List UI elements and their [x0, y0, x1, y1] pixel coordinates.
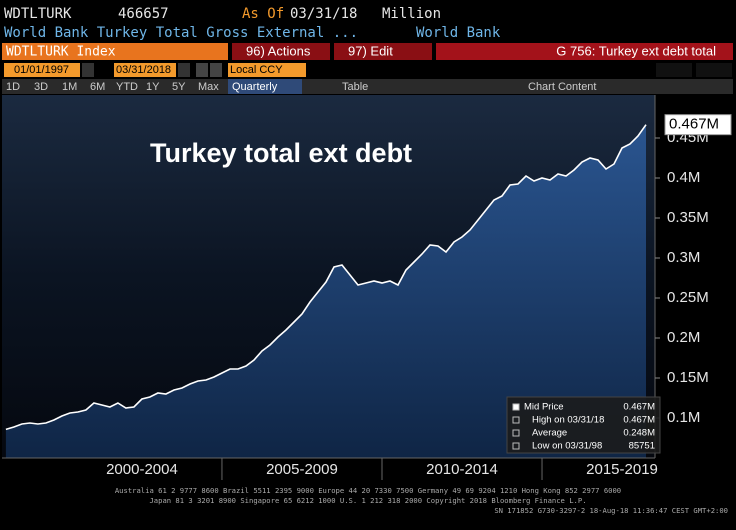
next-button[interactable]: [210, 63, 222, 77]
currency-box[interactable]: [228, 63, 306, 77]
footer-line: Australia 61 2 9777 8600 Brazil 5511 239…: [115, 486, 621, 495]
y-tick-label: 0.1M: [667, 409, 700, 426]
x-tick-label: 2000-2004: [106, 461, 178, 478]
calendar-icon[interactable]: [178, 63, 190, 77]
graph-title: G 756: Turkey ext debt total: [556, 43, 716, 58]
edit-label[interactable]: 97) Edit: [348, 43, 393, 58]
legend-marker: [512, 416, 520, 424]
period-button[interactable]: 5Y: [172, 81, 186, 93]
legend-marker: [512, 403, 520, 411]
period-button[interactable]: YTD: [116, 81, 138, 93]
graph-bar: [436, 43, 733, 60]
last-value-badge: [664, 114, 732, 136]
start-date-box[interactable]: [4, 63, 80, 77]
legend-label: Mid Price: [524, 402, 564, 413]
x-tick-label: 2010-2014: [426, 461, 498, 478]
last-value-label: 0.467M: [669, 116, 719, 133]
period-button[interactable]: 1M: [62, 81, 77, 93]
period-button[interactable]: 1D: [6, 81, 20, 93]
last-value: 466657: [118, 6, 169, 22]
legend: [506, 396, 661, 454]
end-date[interactable]: 03/31/2018: [116, 64, 171, 76]
source: World Bank: [416, 25, 501, 41]
period-button[interactable]: 3D: [34, 81, 48, 93]
legend-label: High on 03/31/18: [532, 415, 604, 426]
legend-marker: [512, 429, 520, 437]
footer-line: Japan 81 3 3201 8900 Singapore 65 6212 1…: [149, 496, 586, 505]
legend-label: Average: [532, 428, 567, 439]
description: World Bank Turkey Total Gross External .…: [4, 25, 358, 41]
security-bar: [2, 43, 228, 60]
frequency-box[interactable]: [228, 79, 302, 94]
prev-button[interactable]: [196, 63, 208, 77]
chart-title: Turkey total ext debt: [150, 138, 412, 168]
legend-value: 0.467M: [623, 402, 655, 413]
units: Million: [382, 6, 441, 22]
calendar-icon[interactable]: [82, 63, 94, 77]
y-tick-label: 0.2M: [667, 329, 700, 346]
x-tick-label: 2005-2009: [266, 461, 338, 478]
footer-line: SN 171852 G730-3297-2 18-Aug-18 11:36:47…: [494, 506, 728, 515]
actions-label[interactable]: 96) Actions: [246, 43, 311, 58]
table-button[interactable]: Table: [342, 81, 368, 93]
period-bar: [2, 79, 733, 94]
legend-value: 0.248M: [623, 428, 655, 439]
frequency[interactable]: Quarterly: [232, 81, 278, 93]
legend-value: 85751: [629, 441, 655, 452]
as-of-label: As Of: [242, 6, 284, 22]
ticker: WDTLTURK: [4, 6, 72, 22]
period-button[interactable]: 6M: [90, 81, 105, 93]
y-tick-label: 0.4M: [667, 169, 700, 186]
end-date-box[interactable]: [114, 63, 176, 77]
redo-button[interactable]: [696, 63, 732, 77]
start-date[interactable]: 01/01/1997: [14, 64, 69, 76]
y-tick-label: 0.15M: [667, 369, 709, 386]
as-of-date: 03/31/18: [290, 6, 357, 22]
legend-value: 0.467M: [623, 415, 655, 426]
actions-button[interactable]: [232, 43, 330, 60]
x-tick-label: 2015-2019: [586, 461, 658, 478]
line: [5, 124, 647, 431]
currency[interactable]: Local CCY: [230, 64, 283, 76]
undo-button[interactable]: [656, 63, 692, 77]
period-button[interactable]: Max: [198, 81, 219, 93]
period-button[interactable]: 1Y: [146, 81, 160, 93]
security: WDTLTURK Index: [6, 45, 116, 60]
y-tick-label: 0.35M: [667, 209, 709, 226]
edit-button[interactable]: [334, 43, 432, 60]
y-tick-label: 0.25M: [667, 289, 709, 306]
chart-content-button[interactable]: Chart Content: [528, 81, 596, 93]
area-fill: [5, 124, 646, 458]
legend-label: Low on 03/31/98: [532, 441, 602, 452]
y-tick-label: 0.3M: [667, 249, 700, 266]
legend-marker: [512, 442, 520, 450]
